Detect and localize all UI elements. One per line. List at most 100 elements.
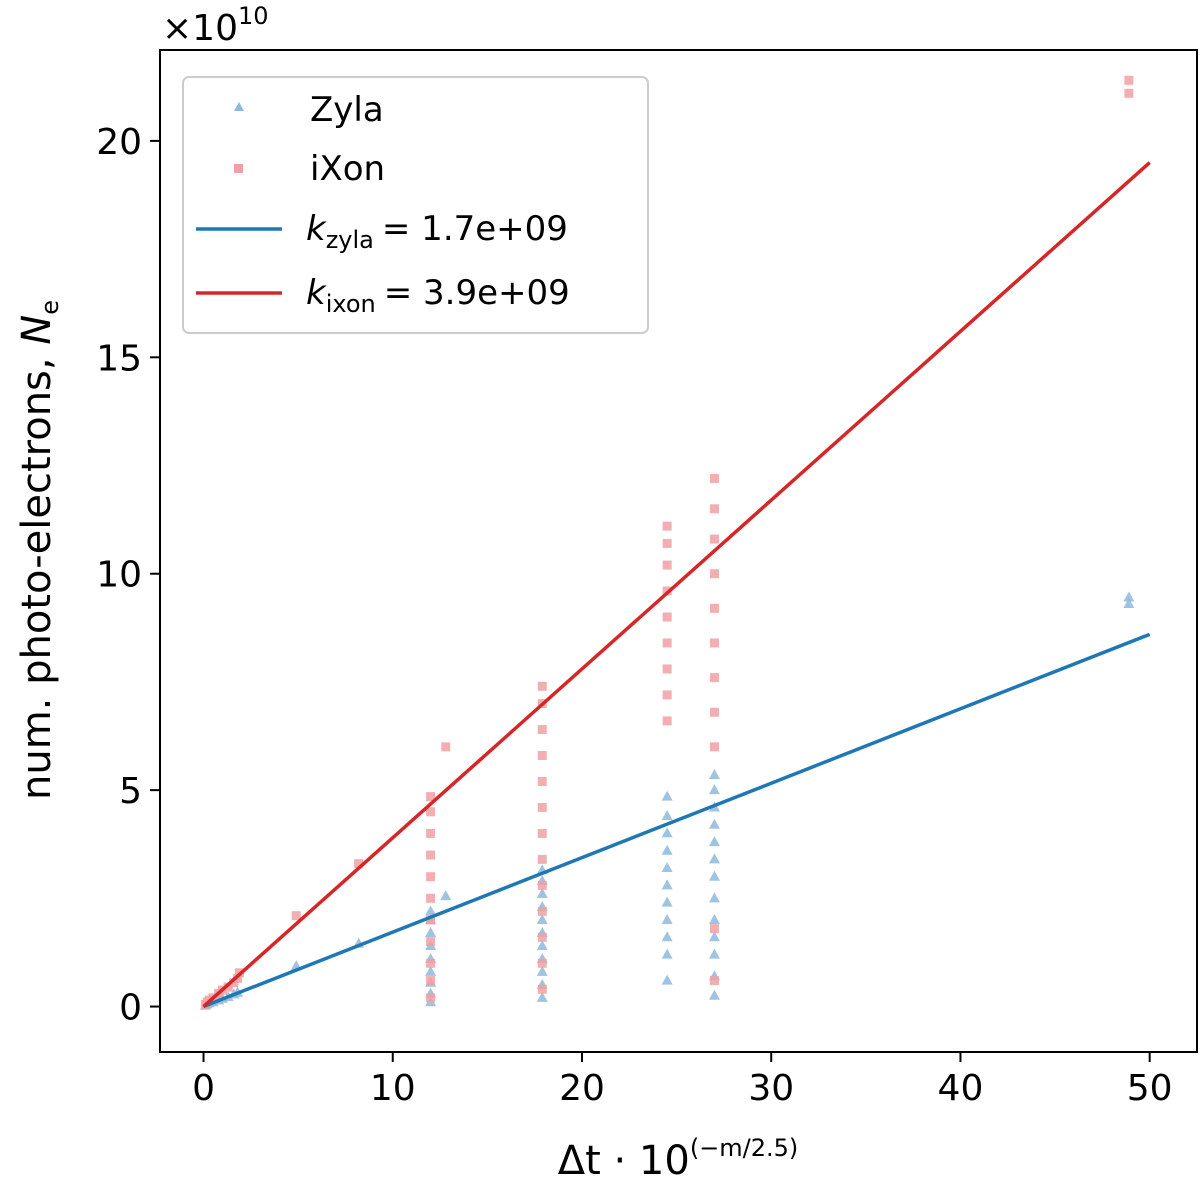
y-axis-title-subscript: e bbox=[36, 300, 64, 315]
y-multiplier-exponent: 10 bbox=[238, 2, 269, 30]
ixon-point bbox=[662, 560, 672, 570]
x-tick-label: 30 bbox=[748, 1068, 794, 1109]
ixon-point bbox=[537, 681, 547, 691]
zyla-point bbox=[708, 892, 720, 903]
zyla-point bbox=[708, 818, 720, 829]
zyla-point bbox=[708, 870, 720, 881]
zyla-point bbox=[708, 948, 720, 959]
kixon-fit-line bbox=[202, 161, 1151, 1008]
legend-kixon-symbol: k bbox=[306, 273, 327, 313]
zyla-point bbox=[661, 790, 673, 801]
legend-zyla-label: Zyla bbox=[310, 90, 384, 130]
y-tick-label: 10 bbox=[96, 555, 142, 596]
ixon-point bbox=[537, 984, 547, 994]
zyla-point bbox=[536, 965, 548, 976]
legend-kixon-subscript: ixon bbox=[326, 290, 376, 318]
ixon-point bbox=[426, 915, 436, 925]
ixon-point bbox=[426, 893, 436, 903]
zyla-point bbox=[425, 905, 437, 916]
data-layer bbox=[199, 75, 1151, 1010]
zyla-point bbox=[661, 974, 673, 985]
ixon-point bbox=[709, 638, 719, 648]
zyla-point bbox=[661, 879, 673, 890]
x-axis-ticks: 0 10 20 30 40 50 bbox=[192, 1052, 1173, 1109]
x-tick-label: 50 bbox=[1127, 1068, 1173, 1109]
legend-kixon-label: kixon = 3.9e+09 bbox=[306, 273, 570, 318]
legend-entry-kzyla: kzyla = 1.7e+09 bbox=[196, 209, 568, 254]
y-axis-ticks: 0 5 10 15 20 bbox=[96, 122, 160, 1029]
ixon-point bbox=[537, 880, 547, 890]
ixon-point bbox=[709, 603, 719, 613]
ixon-point bbox=[537, 776, 547, 786]
y-tick-label: 20 bbox=[96, 122, 142, 163]
ixon-point bbox=[537, 932, 547, 942]
x-tick-label: 20 bbox=[559, 1068, 605, 1109]
ixon-point bbox=[1124, 75, 1134, 85]
zyla-point bbox=[708, 784, 720, 795]
x-tick-label: 0 bbox=[192, 1068, 215, 1109]
ixon-point bbox=[709, 504, 719, 514]
legend-kzyla-label: kzyla = 1.7e+09 bbox=[306, 209, 568, 254]
y-axis-title-symbol: N bbox=[14, 315, 60, 345]
zyla-point bbox=[708, 913, 720, 924]
ixon-point bbox=[709, 742, 719, 752]
ixon-point bbox=[426, 958, 436, 968]
zyla-point bbox=[661, 810, 673, 821]
legend-box bbox=[182, 76, 649, 334]
ixon-point bbox=[426, 792, 436, 802]
zyla-point bbox=[661, 844, 673, 855]
x-tick-label: 10 bbox=[370, 1068, 416, 1109]
zyla-point bbox=[661, 931, 673, 942]
zyla-point bbox=[536, 888, 548, 899]
zyla-point bbox=[708, 853, 720, 864]
y-tick-label: 15 bbox=[96, 338, 142, 379]
legend-kixon-value: = 3.9e+09 bbox=[384, 273, 570, 313]
ixon-point bbox=[709, 673, 719, 683]
y-tick-label: 5 bbox=[119, 771, 142, 812]
ixon-point bbox=[709, 707, 719, 717]
y-axis-title: num. photo-electrons, Ne bbox=[14, 300, 64, 800]
ixon-point bbox=[662, 716, 672, 726]
zyla-point bbox=[708, 931, 720, 942]
ixon-point bbox=[441, 742, 451, 752]
y-axis-title-text: num. photo-electrons, bbox=[14, 345, 60, 800]
zyla-point bbox=[661, 827, 673, 838]
legend-ixon-square-marker bbox=[234, 164, 243, 173]
ixon-point bbox=[537, 725, 547, 735]
ixon-point bbox=[709, 474, 719, 484]
ixon-point bbox=[1124, 88, 1134, 98]
ixon-point bbox=[426, 807, 436, 817]
ixon-point bbox=[662, 612, 672, 622]
zyla-point bbox=[708, 989, 720, 1000]
legend: Zyla iXon kzyla = 1.7e+09 kixon = 3.9e+09 bbox=[182, 76, 649, 334]
ixon-point bbox=[662, 521, 672, 531]
y-multiplier-base: ×10 bbox=[162, 8, 238, 49]
legend-entry-ixon: iXon bbox=[234, 149, 385, 189]
x-tick-label: 40 bbox=[938, 1068, 984, 1109]
ixon-point bbox=[537, 958, 547, 968]
x-axis-title: Δt · 10(−m/2.5) bbox=[558, 1134, 799, 1184]
x-axis-title-base: Δt · 10 bbox=[558, 1138, 690, 1184]
ixon-point bbox=[426, 872, 436, 882]
x-axis-title-exponent: (−m/2.5) bbox=[690, 1134, 798, 1162]
ixon-point bbox=[223, 982, 233, 992]
zyla-point bbox=[1123, 598, 1135, 609]
legend-kzyla-symbol: k bbox=[306, 209, 327, 249]
ixon-point bbox=[537, 854, 547, 864]
legend-kzyla-subscript: zyla bbox=[326, 226, 374, 254]
ixon-point bbox=[537, 828, 547, 838]
ixon-point bbox=[662, 664, 672, 674]
zyla-point bbox=[536, 913, 548, 924]
zyla-point bbox=[536, 939, 548, 950]
zyla-point bbox=[1123, 591, 1135, 602]
legend-ixon-label: iXon bbox=[310, 149, 385, 189]
ixon-point bbox=[709, 924, 719, 934]
ixon-point bbox=[662, 690, 672, 700]
y-tick-label: 0 bbox=[119, 988, 142, 1029]
legend-entry-kixon: kixon = 3.9e+09 bbox=[196, 273, 570, 318]
legend-entry-zyla: Zyla bbox=[234, 90, 384, 130]
ixon-point bbox=[709, 976, 719, 986]
ixon-point bbox=[426, 993, 436, 1003]
zyla-point bbox=[536, 991, 548, 1002]
